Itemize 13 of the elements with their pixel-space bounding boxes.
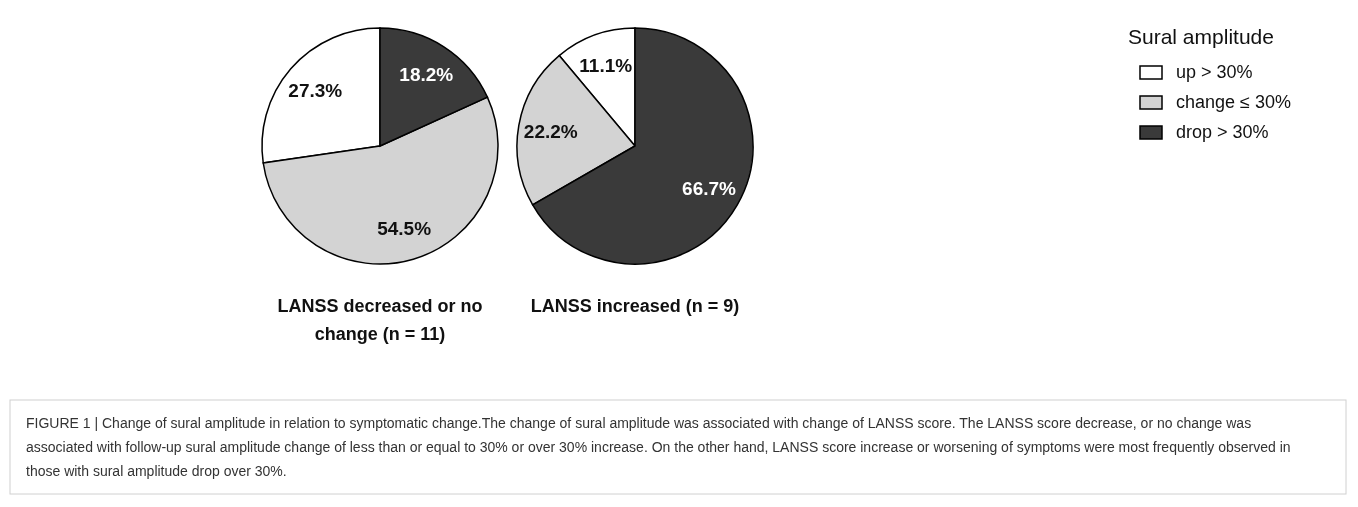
legend-label: up > 30% bbox=[1176, 62, 1253, 82]
data-label: 11.1% bbox=[579, 55, 633, 77]
legend-label: change ≤ 30% bbox=[1176, 92, 1291, 112]
caption: FIGURE 1 | Change of sural amplitude in relation to symptomatic change.The change of sural amplitude was associated with change of LANSS score. The LANSS score decrease, or no change was associated with follow-up sural amplitude change of less than or equal to 30% or over 30% increase. On the other hand, LANSS score increase or worsening of symptoms were most frequently observed in those with sural amplitude drop over 30%. bbox=[26, 415, 1291, 479]
text: LANSS increased (n = 9) bbox=[530, 296, 740, 316]
data-label: 66.7% bbox=[682, 178, 737, 200]
data-label: 27.3% bbox=[288, 79, 343, 101]
data-label: 18.2% bbox=[399, 63, 454, 85]
text: LANSS decreased or no change (n = 11) bbox=[277, 296, 483, 344]
data-label: 22.2% bbox=[523, 120, 578, 142]
legend-title: Sural amplitude bbox=[1128, 25, 1274, 48]
data-label: 54.5% bbox=[377, 217, 432, 239]
legend-label: drop > 30% bbox=[1176, 122, 1269, 142]
